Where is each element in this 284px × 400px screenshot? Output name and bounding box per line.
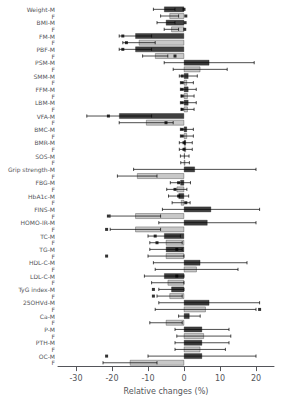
- svg-text:SMM-M: SMM-M: [33, 72, 55, 80]
- svg-text:SOS-M: SOS-M: [35, 152, 55, 160]
- svg-text:F: F: [51, 79, 55, 87]
- svg-text:-30: -30: [69, 374, 82, 383]
- svg-text:OC-M: OC-M: [38, 352, 55, 360]
- svg-text:F: F: [51, 145, 55, 153]
- svg-text:TG-M: TG-M: [39, 245, 55, 253]
- svg-text:Relative changes (%): Relative changes (%): [124, 387, 209, 396]
- svg-text:F: F: [51, 279, 55, 287]
- svg-text:0: 0: [181, 374, 186, 383]
- svg-text:F: F: [51, 159, 55, 167]
- svg-text:F: F: [51, 39, 55, 47]
- svg-text:FFM-M: FFM-M: [35, 85, 55, 93]
- svg-text:TyG index-M: TyG index-M: [17, 286, 55, 294]
- svg-text:P-M: P-M: [44, 325, 55, 333]
- svg-text:F: F: [51, 305, 55, 313]
- svg-text:LDL-C-M: LDL-C-M: [30, 272, 55, 280]
- svg-text:Weight-M: Weight-M: [26, 5, 55, 13]
- svg-text:HOMO-IR-M: HOMO-IR-M: [20, 219, 55, 226]
- svg-text:F: F: [51, 119, 55, 127]
- svg-text:F: F: [51, 92, 55, 100]
- svg-text:PTH-M: PTH-M: [35, 339, 55, 347]
- svg-text:F: F: [51, 212, 55, 220]
- svg-text:-10: -10: [141, 374, 154, 383]
- svg-text:Grip strength-M: Grip strength-M: [8, 166, 55, 174]
- svg-text:F: F: [51, 52, 55, 60]
- svg-text:F: F: [51, 292, 55, 300]
- svg-text:TC-M: TC-M: [40, 232, 55, 240]
- svg-text:25OHVd-M: 25OHVd-M: [23, 299, 55, 306]
- svg-text:F: F: [51, 105, 55, 113]
- svg-text:F: F: [51, 239, 55, 247]
- svg-text:-20: -20: [105, 374, 118, 383]
- svg-text:F: F: [51, 25, 55, 33]
- svg-text:20: 20: [251, 374, 261, 383]
- svg-text:F: F: [51, 132, 55, 140]
- svg-text:F: F: [51, 265, 55, 273]
- svg-text:FBG-M: FBG-M: [35, 179, 55, 187]
- svg-text:F: F: [51, 319, 55, 327]
- svg-text:F: F: [51, 12, 55, 20]
- svg-text:F: F: [51, 345, 55, 353]
- svg-text:VFA-M: VFA-M: [36, 112, 55, 120]
- svg-text:F: F: [51, 225, 55, 233]
- svg-text:BMI-M: BMI-M: [36, 19, 55, 27]
- svg-text:BMC-M: BMC-M: [34, 125, 55, 133]
- svg-text:10: 10: [215, 374, 225, 383]
- svg-text:F: F: [51, 172, 55, 180]
- svg-text:PSM-M: PSM-M: [35, 59, 55, 67]
- svg-text:BMR-M: BMR-M: [34, 139, 55, 147]
- svg-text:Ca-M: Ca-M: [39, 312, 55, 320]
- svg-text:HbA1c-M: HbA1c-M: [28, 192, 55, 200]
- svg-text:LBM-M: LBM-M: [35, 99, 55, 107]
- svg-text:F: F: [51, 252, 55, 260]
- svg-text:F: F: [51, 65, 55, 73]
- svg-text:FINS-M: FINS-M: [34, 205, 55, 213]
- svg-text:HDL-C-M: HDL-C-M: [28, 259, 55, 267]
- svg-text:F: F: [51, 332, 55, 340]
- svg-text:F: F: [52, 359, 56, 366]
- svg-text:F: F: [51, 185, 55, 193]
- svg-text:PBF-M: PBF-M: [36, 45, 55, 53]
- svg-text:F: F: [51, 199, 55, 207]
- svg-text:FM-M: FM-M: [39, 32, 55, 40]
